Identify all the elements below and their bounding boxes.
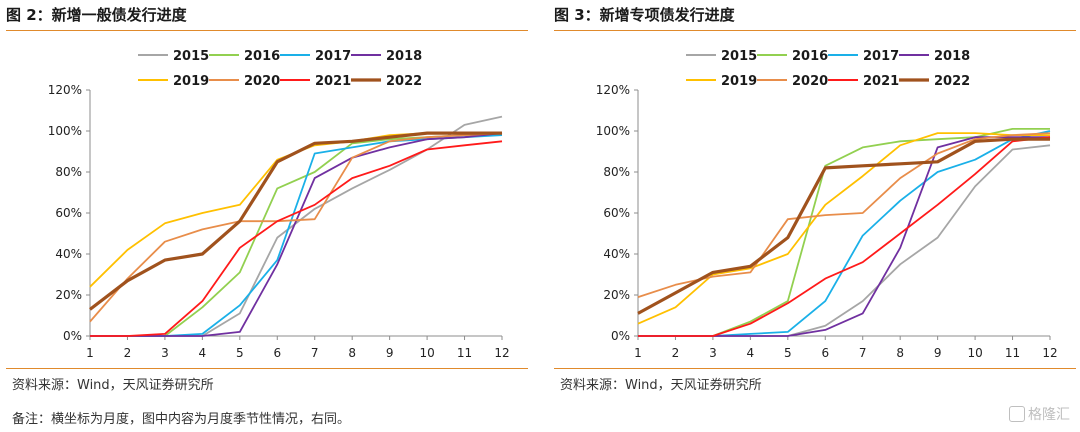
y-tick-label: 120% <box>48 83 82 97</box>
x-tick-label: 2 <box>672 346 680 360</box>
series-line-2022 <box>637 137 1050 315</box>
x-tick-label: 12 <box>1042 346 1057 360</box>
y-tick-label: 100% <box>596 124 630 138</box>
y-tick-label: 40% <box>603 247 630 261</box>
y-tick-label: 80% <box>55 165 82 179</box>
series-line-2019 <box>637 132 1050 325</box>
x-tick-label: 8 <box>348 346 356 360</box>
y-tick-label: 60% <box>603 206 630 220</box>
watermark-text: 格隆汇 <box>1028 407 1070 423</box>
y-tick-label: 40% <box>55 247 82 261</box>
chart-title: 图 3：新增专项债发行进度 <box>554 6 735 24</box>
x-tick-label: 11 <box>457 346 472 360</box>
y-tick-label: 60% <box>55 206 82 220</box>
source-note: 资料来源：Wind，天风证券研究所 <box>560 378 762 393</box>
series-line-2021 <box>638 136 1051 337</box>
x-tick-label: 5 <box>784 346 792 360</box>
y-tick-label: 120% <box>596 83 630 97</box>
x-tick-label: 11 <box>1005 346 1020 360</box>
legend-label-2020: 2020 <box>792 74 828 89</box>
series-line-2016 <box>90 134 502 337</box>
legend-label-2019: 2019 <box>721 74 757 89</box>
title-rule <box>6 30 528 31</box>
legend-label-2021: 2021 <box>315 74 351 89</box>
legend-label-2019: 2019 <box>173 74 209 89</box>
series-line-2016 <box>638 128 1050 337</box>
footnote: 备注：横坐标为月度，图中内容为月度季节性情况，右同。 <box>12 412 351 427</box>
legend-label-2021: 2021 <box>863 74 899 89</box>
legend-label-2022: 2022 <box>386 74 422 89</box>
x-tick-label: 10 <box>967 346 982 360</box>
x-tick-label: 2 <box>124 346 132 360</box>
y-tick-label: 0% <box>611 329 630 343</box>
watermark-logo-icon <box>1009 406 1025 422</box>
legend-label-2015: 2015 <box>721 49 757 64</box>
legend-label-2015: 2015 <box>173 49 209 64</box>
series-line-2015 <box>90 115 503 337</box>
legend-label-2017: 2017 <box>863 49 899 64</box>
legend-label-2017: 2017 <box>315 49 351 64</box>
series-line-2022 <box>89 131 502 311</box>
legend-label-2018: 2018 <box>934 49 970 64</box>
legend-label-2022: 2022 <box>934 74 970 89</box>
x-tick-label: 4 <box>747 346 755 360</box>
x-tick-label: 8 <box>896 346 904 360</box>
source-note: 资料来源：Wind，天风证券研究所 <box>12 378 214 393</box>
series-line-2020 <box>637 132 1051 298</box>
x-tick-label: 9 <box>934 346 942 360</box>
x-tick-label: 4 <box>199 346 207 360</box>
x-tick-label: 10 <box>419 346 434 360</box>
x-tick-label: 1 <box>634 346 642 360</box>
chart-panel-general-bond: 图 2：新增一般债发行进度 2015 2016 2017 2018 2019 2020 20… <box>6 0 534 400</box>
x-tick-label: 9 <box>386 346 394 360</box>
series-line-2015 <box>638 144 1051 337</box>
general-bond-chart: 2015 2016 2017 2018 2019 2020 2021 2022 0% 20% 40%… <box>48 49 510 360</box>
source-rule <box>554 368 1076 369</box>
legend-label-2020: 2020 <box>244 74 280 89</box>
x-tick-label: 6 <box>821 346 829 360</box>
x-tick-label: 3 <box>161 346 169 360</box>
y-tick-label: 20% <box>55 288 82 302</box>
x-tick-label: 12 <box>494 346 509 360</box>
source-rule <box>6 368 528 369</box>
x-tick-label: 5 <box>236 346 244 360</box>
series-line-2021 <box>90 140 503 337</box>
x-tick-label: 3 <box>709 346 717 360</box>
x-tick-label: 6 <box>273 346 281 360</box>
x-tick-label: 7 <box>311 346 319 360</box>
series-line-2017 <box>90 134 503 337</box>
y-tick-label: 0% <box>63 329 82 343</box>
chart-panel-special-bond: 图 3：新增专项债发行进度 2015 2016 2017 2018 2019 2020 20… <box>554 0 1080 400</box>
legend-label-2016: 2016 <box>244 49 280 64</box>
watermark: 格隆汇 <box>1009 404 1070 424</box>
legend-label-2016: 2016 <box>792 49 828 64</box>
series-line-2020 <box>89 132 503 323</box>
y-tick-label: 20% <box>603 288 630 302</box>
y-tick-label: 100% <box>48 124 82 138</box>
legend-label-2018: 2018 <box>386 49 422 64</box>
x-tick-label: 1 <box>86 346 94 360</box>
y-tick-label: 80% <box>603 165 630 179</box>
title-rule <box>554 30 1076 31</box>
special-bond-chart: 2015 2016 2017 2018 2019 2020 2021 2022 0% 20% 40%… <box>596 49 1058 360</box>
chart-title: 图 2：新增一般债发行进度 <box>6 6 187 24</box>
series-line-2019 <box>89 132 502 288</box>
x-tick-label: 7 <box>859 346 867 360</box>
series-line-2018 <box>90 132 503 337</box>
